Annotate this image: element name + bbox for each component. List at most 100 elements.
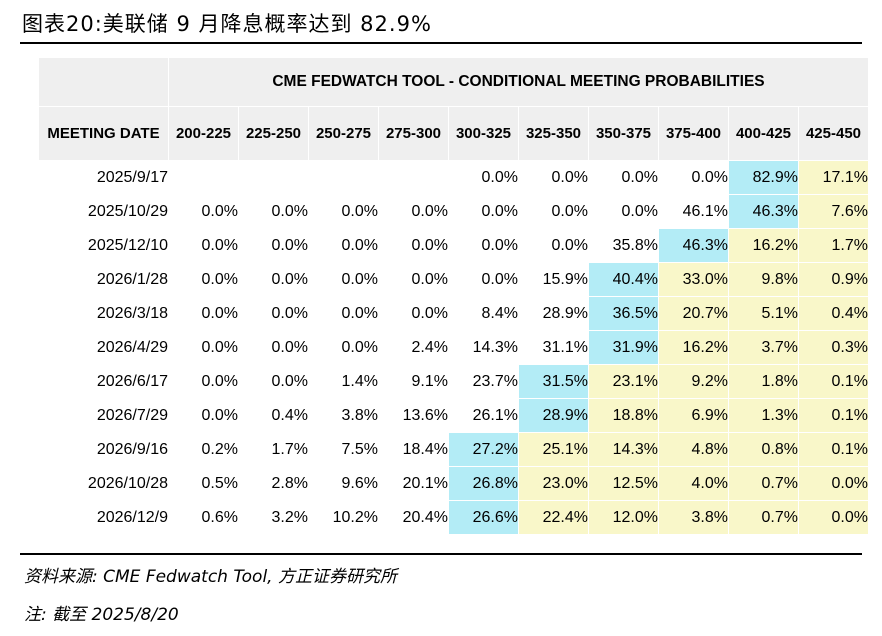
- probability-cell: 0.2%: [168, 432, 239, 467]
- meeting-date-cell: 2026/4/29: [38, 330, 169, 365]
- table-row: 2026/10/28 0.5% 2.8% 9.6% 20.1% 26.8% 23.0% 12.…: [38, 466, 869, 501]
- table-row: 2026/3/18 0.0% 0.0% 0.0% 0.0% 8.4% 28.9% 36.5% 2…: [38, 296, 869, 331]
- probability-cell: 0.0%: [308, 228, 379, 263]
- meeting-date-cell: 2026/7/29: [38, 398, 169, 433]
- table-row: 2026/6/17 0.0% 0.0% 1.4% 9.1% 23.7% 31.5% 23.1%…: [38, 364, 869, 399]
- rate-range-header: 300-325: [448, 106, 519, 161]
- probability-cell: 0.8%: [728, 432, 799, 467]
- probability-cell: [168, 160, 239, 195]
- probability-cell: 46.3%: [658, 228, 729, 263]
- rate-range-header: 250-275: [308, 106, 379, 161]
- probability-cell: 0.0%: [448, 262, 519, 297]
- rate-range-header: 225-250: [238, 106, 309, 161]
- probability-cell: 0.0%: [798, 500, 869, 535]
- probability-cell: 0.0%: [168, 330, 239, 365]
- probability-cell: 20.1%: [378, 466, 449, 501]
- probability-cell: 16.2%: [658, 330, 729, 365]
- probability-cell: 0.0%: [168, 194, 239, 229]
- probability-cell: [308, 160, 379, 195]
- table-row: 2026/7/29 0.0% 0.4% 3.8% 13.6% 26.1% 28.9% 18.8…: [38, 398, 869, 433]
- probability-cell: 27.2%: [448, 432, 519, 467]
- probability-cell: 46.1%: [658, 194, 729, 229]
- probability-cell: 2.4%: [378, 330, 449, 365]
- probability-cell: 0.0%: [518, 160, 589, 195]
- probability-cell: 1.8%: [728, 364, 799, 399]
- probability-cell: 40.4%: [588, 262, 659, 297]
- probability-cell: 0.7%: [728, 500, 799, 535]
- rate-range-header: 325-350: [518, 106, 589, 161]
- probability-cell: 3.8%: [658, 500, 729, 535]
- probability-cell: 7.6%: [798, 194, 869, 229]
- corner-cell: [38, 57, 169, 107]
- probability-cell: [238, 160, 309, 195]
- probability-cell: 46.3%: [728, 194, 799, 229]
- table-row: 2025/10/29 0.0% 0.0% 0.0% 0.0% 0.0% 0.0% 0.0% 46…: [38, 194, 869, 229]
- probability-cell: 3.2%: [238, 500, 309, 535]
- probability-cell: 23.7%: [448, 364, 519, 399]
- meeting-date-cell: 2026/1/28: [38, 262, 169, 297]
- probability-cell: 15.9%: [518, 262, 589, 297]
- probability-cell: 0.0%: [308, 194, 379, 229]
- probability-cell: 8.4%: [448, 296, 519, 331]
- table-row: 2026/9/16 0.2% 1.7% 7.5% 18.4% 27.2% 25.1% 14.3…: [38, 432, 869, 467]
- probability-cell: 14.3%: [588, 432, 659, 467]
- fedwatch-probability-table: CME FEDWATCH TOOL - CONDITIONAL MEETING …: [38, 57, 869, 535]
- probability-cell: 20.7%: [658, 296, 729, 331]
- probability-cell: 28.9%: [518, 296, 589, 331]
- probability-cell: 0.6%: [168, 500, 239, 535]
- probability-cell: 0.4%: [798, 296, 869, 331]
- meeting-date-cell: 2026/6/17: [38, 364, 169, 399]
- probability-cell: 0.0%: [238, 296, 309, 331]
- probability-cell: 9.1%: [378, 364, 449, 399]
- meeting-date-header: MEETING DATE: [38, 106, 169, 161]
- probability-cell: 0.5%: [168, 466, 239, 501]
- meeting-date-cell: 2025/10/29: [38, 194, 169, 229]
- date-note: 注: 截至 2025/8/20: [24, 605, 179, 625]
- probability-cell: 0.0%: [378, 262, 449, 297]
- probability-cell: 25.1%: [518, 432, 589, 467]
- probability-cell: [378, 160, 449, 195]
- probability-cell: 0.0%: [518, 228, 589, 263]
- meeting-date-cell: 2026/12/9: [38, 500, 169, 535]
- column-header-row: MEETING DATE 200-225 225-250 250-275 275-30…: [38, 106, 869, 161]
- probability-cell: 17.1%: [798, 160, 869, 195]
- probability-cell: 0.0%: [238, 228, 309, 263]
- probability-cell: 0.0%: [168, 398, 239, 433]
- table-row: 2026/1/28 0.0% 0.0% 0.0% 0.0% 0.0% 15.9% 40.4% 3…: [38, 262, 869, 297]
- probability-cell: 14.3%: [448, 330, 519, 365]
- probability-cell: 0.0%: [308, 296, 379, 331]
- probability-cell: 0.0%: [308, 330, 379, 365]
- probability-cell: 35.8%: [588, 228, 659, 263]
- table-row: 2026/12/9 0.6% 3.2% 10.2% 20.4% 26.6% 22.4% 12.…: [38, 500, 869, 535]
- meeting-date-cell: 2025/9/17: [38, 160, 169, 195]
- probability-cell: 4.0%: [658, 466, 729, 501]
- probability-cell: 0.4%: [238, 398, 309, 433]
- probability-cell: 0.0%: [238, 194, 309, 229]
- probability-cell: 0.0%: [168, 364, 239, 399]
- rate-range-header: 400-425: [728, 106, 799, 161]
- meeting-date-cell: 2026/3/18: [38, 296, 169, 331]
- probability-cell: 0.0%: [448, 160, 519, 195]
- probability-cell: 1.7%: [798, 228, 869, 263]
- probability-cell: 0.0%: [378, 296, 449, 331]
- probability-cell: 0.3%: [798, 330, 869, 365]
- rate-range-header: 200-225: [168, 106, 239, 161]
- probability-cell: 33.0%: [658, 262, 729, 297]
- probability-cell: 0.0%: [448, 194, 519, 229]
- probability-cell: 0.1%: [798, 364, 869, 399]
- probability-cell: 0.9%: [798, 262, 869, 297]
- probability-cell: 28.9%: [518, 398, 589, 433]
- probability-cell: 26.6%: [448, 500, 519, 535]
- probability-cell: 26.8%: [448, 466, 519, 501]
- probability-cell: 22.4%: [518, 500, 589, 535]
- probability-cell: 36.5%: [588, 296, 659, 331]
- probability-cell: 7.5%: [308, 432, 379, 467]
- probability-cell: 0.0%: [378, 194, 449, 229]
- rate-range-header: 350-375: [588, 106, 659, 161]
- probability-cell: 0.0%: [238, 330, 309, 365]
- probability-cell: 0.0%: [798, 466, 869, 501]
- probability-cell: 0.1%: [798, 398, 869, 433]
- probability-cell: 0.0%: [448, 228, 519, 263]
- meeting-date-cell: 2026/9/16: [38, 432, 169, 467]
- probability-cell: 23.1%: [588, 364, 659, 399]
